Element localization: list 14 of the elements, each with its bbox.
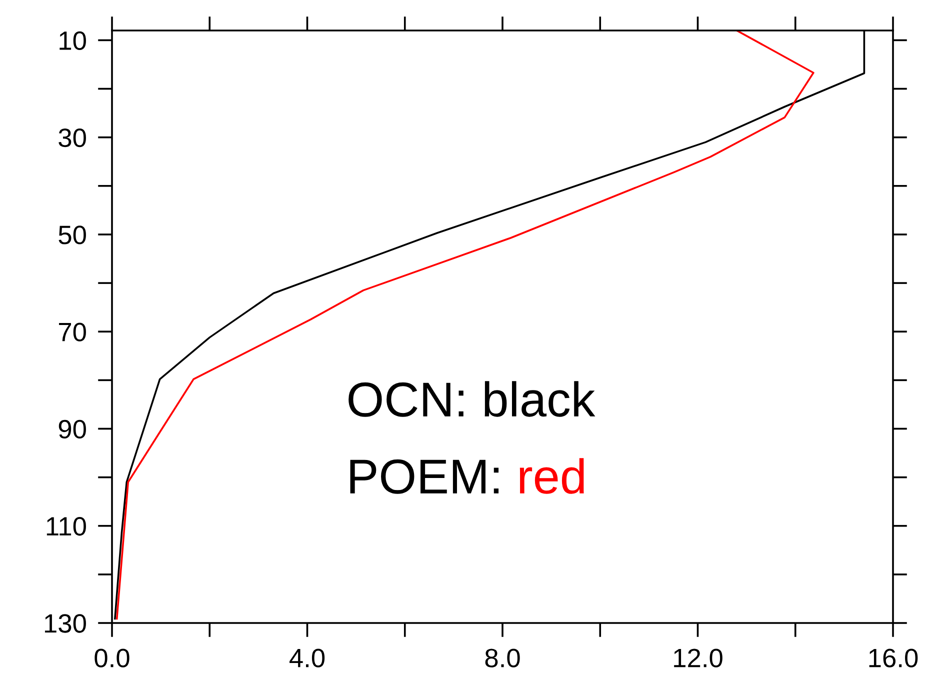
annotation: OCN: black — [348, 381, 596, 417]
x-tick-label: 8.0 — [485, 648, 520, 668]
x-tick-label: 4.0 — [290, 648, 325, 668]
x-tick-label: 12.0 — [674, 648, 722, 668]
y-tick-label: 50 — [58, 226, 86, 244]
x-tick-label: 0.0 — [94, 648, 130, 668]
y-tick-label: 110 — [46, 517, 86, 536]
y-tick-label: 130 — [44, 614, 86, 633]
y-tick-label: 90 — [58, 420, 86, 439]
x-tick-label: 16.0 — [869, 648, 918, 668]
annotation: POEM: red — [350, 458, 584, 494]
y-tick-label: 70 — [59, 322, 86, 342]
y-tick-label: 10 — [60, 31, 86, 50]
y-tick-label: 30 — [58, 128, 86, 148]
